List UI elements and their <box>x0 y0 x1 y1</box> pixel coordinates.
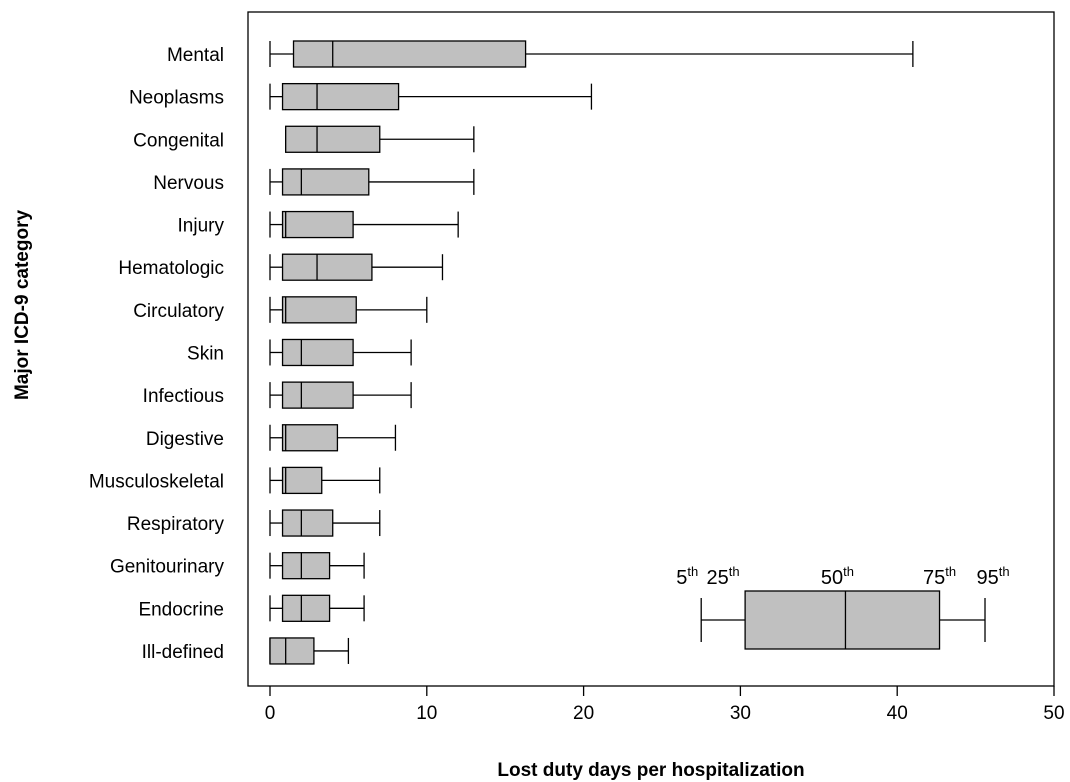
category-label: Mental <box>167 45 224 66</box>
x-tick-label: 10 <box>416 703 437 724</box>
category-label: Digestive <box>146 429 224 450</box>
legend-percentile-label: 50th <box>821 564 854 589</box>
category-label: Skin <box>187 343 224 364</box>
box-row: Hematologic <box>118 253 444 281</box>
box-row: Congenital <box>133 125 475 153</box>
category-label: Hematologic <box>118 258 224 279</box>
iqr-box <box>281 253 373 281</box>
x-axis: 0 10 20 30 40 50 <box>265 686 1065 724</box>
box-row: Endocrine <box>138 594 365 622</box>
iqr-box <box>281 210 354 239</box>
percentile-legend: 5th 25th 50th 75th 95th <box>676 564 1010 650</box>
iqr-box <box>285 125 381 153</box>
category-label: Circulatory <box>133 301 224 322</box>
box-row: Respiratory <box>127 509 381 537</box>
box-row: Musculoskeletal <box>89 466 381 495</box>
category-label: Ill-defined <box>142 642 224 663</box>
category-label: Congenital <box>133 130 224 151</box>
x-tick-label: 20 <box>573 703 594 724</box>
iqr-box <box>281 594 331 622</box>
legend-percentile-label: 5th <box>676 564 698 589</box>
box-row: Circulatory <box>133 296 428 324</box>
iqr-box <box>281 466 323 495</box>
category-label: Infectious <box>143 386 224 407</box>
iqr-box <box>281 82 400 111</box>
iqr-box <box>269 637 315 665</box>
iqr-box <box>281 424 339 452</box>
category-label: Neoplasms <box>129 88 224 109</box>
x-tick-label: 30 <box>730 703 751 724</box>
x-axis-title: Lost duty days per hospitalization <box>497 760 804 781</box>
box-row: Nervous <box>153 168 475 196</box>
legend-percentile-label: 75th <box>923 564 956 589</box>
x-tick-label: 40 <box>887 703 908 724</box>
iqr-box <box>292 40 527 68</box>
category-label: Endocrine <box>138 599 224 620</box>
box-row: Mental <box>167 40 914 68</box>
legend-percentile-label: 25th <box>707 564 740 589</box>
category-label: Musculoskeletal <box>89 471 224 492</box>
category-label: Injury <box>178 216 225 237</box>
box-row: Digestive <box>146 424 397 452</box>
iqr-box <box>281 552 331 580</box>
box-row: Genitourinary <box>110 552 365 580</box>
box-row: Neoplasms <box>129 82 593 111</box>
box-row: Skin <box>187 338 412 367</box>
box-series: Mental Neoplasms Congenital Nervous Injury He… <box>89 40 914 665</box>
y-axis-title: Major ICD-9 category <box>12 210 33 400</box>
plot-frame <box>247 11 1055 687</box>
legend-box <box>744 590 941 650</box>
category-label: Genitourinary <box>110 557 225 578</box>
iqr-box <box>281 338 354 367</box>
legend-percentile-label: 95th <box>976 564 1009 589</box>
iqr-box <box>281 296 357 324</box>
iqr-box <box>281 168 370 196</box>
box-row: Infectious <box>143 381 412 409</box>
box-row: Ill-defined <box>142 637 350 665</box>
category-label: Nervous <box>153 173 224 194</box>
box-row: Injury <box>178 210 459 239</box>
x-tick-label: 0 <box>265 703 276 724</box>
iqr-box <box>281 381 354 409</box>
iqr-box <box>281 509 334 537</box>
x-tick-label: 50 <box>1043 703 1064 724</box>
category-label: Respiratory <box>127 514 225 535</box>
